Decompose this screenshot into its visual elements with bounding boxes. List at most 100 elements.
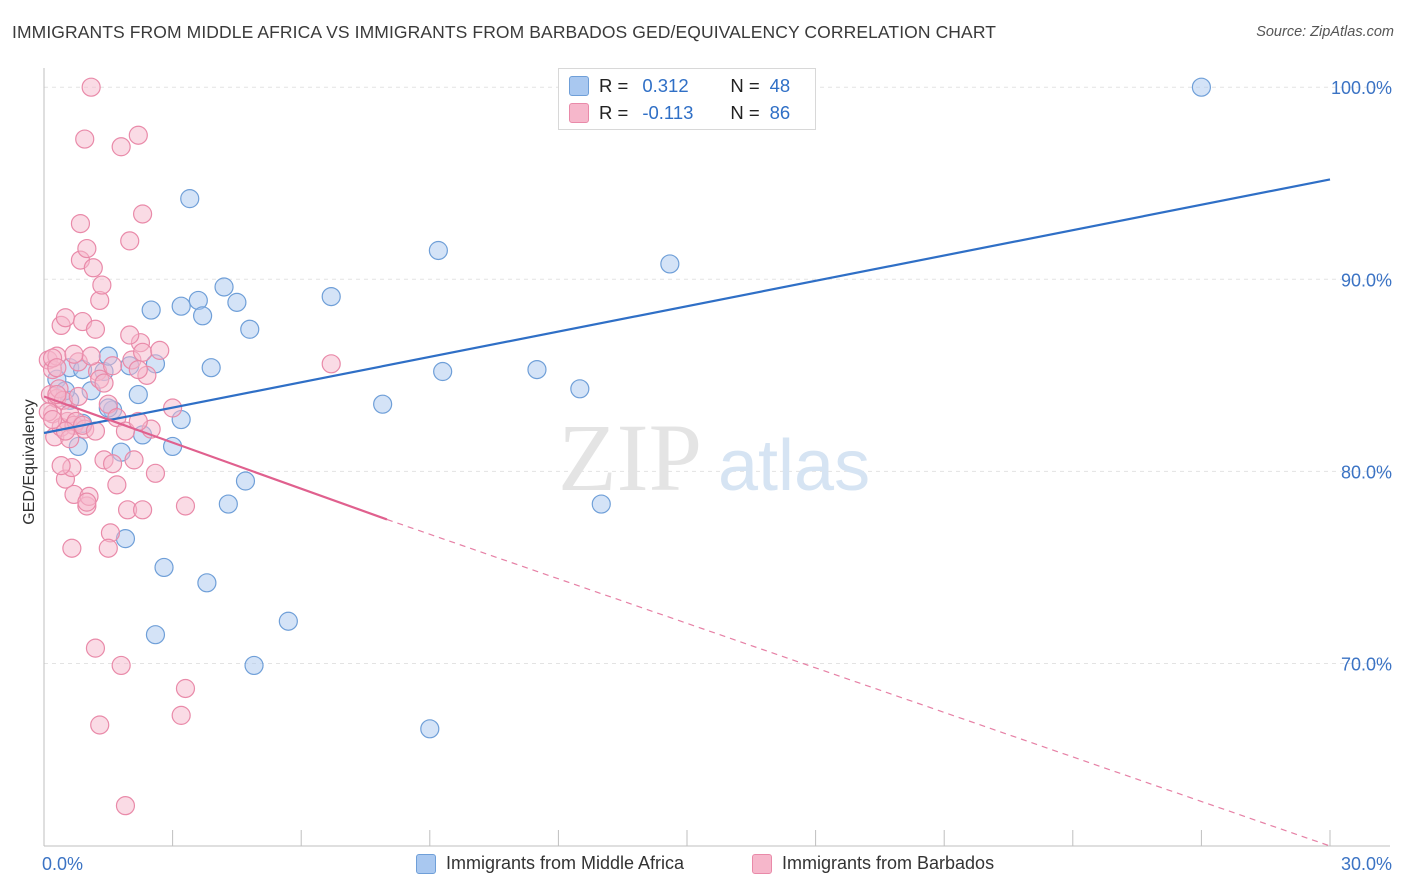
data-point (218, 494, 238, 514)
data-point (591, 494, 611, 514)
legend-item-middle-africa[interactable]: Immigrants from Middle Africa (416, 853, 684, 874)
data-point (171, 296, 191, 316)
legend-swatch-blue (569, 76, 589, 96)
legend-swatch-pink (569, 103, 589, 123)
data-point (193, 306, 213, 326)
data-point (321, 286, 341, 307)
data-point (51, 456, 71, 476)
data-point (120, 231, 140, 251)
trend-line-extension (386, 518, 1331, 847)
r-value: -0.113 (642, 102, 694, 123)
watermark-atlas: atlas (718, 426, 870, 506)
data-point (64, 344, 84, 364)
data-point (98, 538, 118, 558)
data-point (278, 611, 298, 631)
source-credit: Source: ZipAtlas.com (1256, 24, 1394, 40)
data-point (141, 300, 161, 320)
data-point (175, 496, 196, 516)
data-point (1191, 77, 1212, 97)
data-point (197, 573, 217, 593)
n-value: 48 (769, 75, 791, 96)
data-point (75, 129, 95, 149)
data-point (244, 655, 264, 676)
y-tick-label: 70.0% (1341, 655, 1392, 675)
data-point (128, 384, 148, 405)
legend-label: Immigrants from Barbados (782, 853, 995, 873)
data-point (81, 77, 101, 97)
y-tick-label: 100.0% (1331, 78, 1392, 98)
data-point (145, 463, 166, 483)
data-point (90, 715, 110, 735)
r-label: R = (599, 102, 629, 123)
data-point (42, 409, 63, 430)
y-axis-label: GED/Equivalency (21, 399, 38, 524)
barbados-points (38, 77, 341, 816)
data-point (77, 492, 97, 512)
data-point (124, 450, 144, 470)
data-point (102, 454, 123, 474)
data-point (171, 705, 191, 725)
tick-labels: 70.0% 80.0% 90.0% 100.0% 0.0% 30.0% (42, 78, 1392, 874)
data-point (154, 557, 174, 578)
legend-label: Immigrants from Middle Africa (446, 853, 685, 873)
data-point (98, 394, 118, 414)
data-point (128, 125, 148, 145)
trend-line (43, 178, 1331, 435)
chart-title: IMMIGRANTS FROM MIDDLE AFRICA VS IMMIGRA… (12, 22, 997, 42)
data-point (47, 358, 67, 378)
legend-item-barbados[interactable]: Immigrants from Barbados (752, 853, 994, 874)
data-point (120, 325, 140, 345)
x-tick-label: 30.0% (1341, 854, 1392, 874)
data-point (55, 308, 76, 328)
legend-swatch-pink (752, 853, 772, 874)
data-point (175, 678, 196, 699)
data-point (570, 379, 590, 399)
data-point (111, 655, 131, 676)
axes (43, 68, 1390, 847)
data-point (180, 189, 200, 209)
data-point (660, 254, 680, 274)
data-point (81, 346, 101, 366)
data-point (420, 719, 440, 739)
trend-line (43, 395, 388, 521)
gridlines (44, 86, 1390, 665)
data-point (527, 359, 547, 380)
data-point (68, 386, 88, 407)
data-point (85, 638, 106, 658)
data-point (132, 342, 153, 362)
data-point (145, 625, 166, 645)
data-point (132, 500, 153, 520)
data-point (111, 137, 131, 157)
data-point (107, 475, 127, 495)
data-point (201, 358, 221, 378)
data-point (92, 275, 112, 295)
n-label: N = (730, 75, 760, 96)
series-legend: Immigrants from Middle Africa Immigrants… (0, 850, 1406, 880)
data-point (83, 258, 103, 278)
data-point (321, 354, 341, 374)
data-point (62, 538, 82, 558)
r-label: R = (599, 75, 629, 96)
legend-swatch-blue (416, 853, 436, 874)
correlation-legend: R = 0.312 N = 48 R = -0.113 N = 86 (558, 68, 816, 130)
n-label: N = (730, 102, 760, 123)
data-point (128, 359, 148, 380)
y-tick-label: 90.0% (1341, 270, 1392, 290)
data-point (85, 319, 106, 339)
data-point (214, 277, 234, 297)
data-point (70, 214, 91, 234)
data-point (373, 394, 393, 414)
data-point (94, 373, 114, 393)
data-point (102, 356, 123, 376)
data-point (428, 240, 448, 261)
watermark: ZIP atlas (558, 404, 870, 511)
watermark-zip: ZIP (558, 404, 702, 511)
trend-lines (43, 178, 1331, 847)
n-value: 86 (769, 102, 791, 123)
data-point (132, 204, 153, 224)
data-point (240, 319, 260, 339)
data-point (77, 238, 97, 259)
x-tick-label: 0.0% (42, 854, 83, 874)
data-point (150, 340, 170, 360)
